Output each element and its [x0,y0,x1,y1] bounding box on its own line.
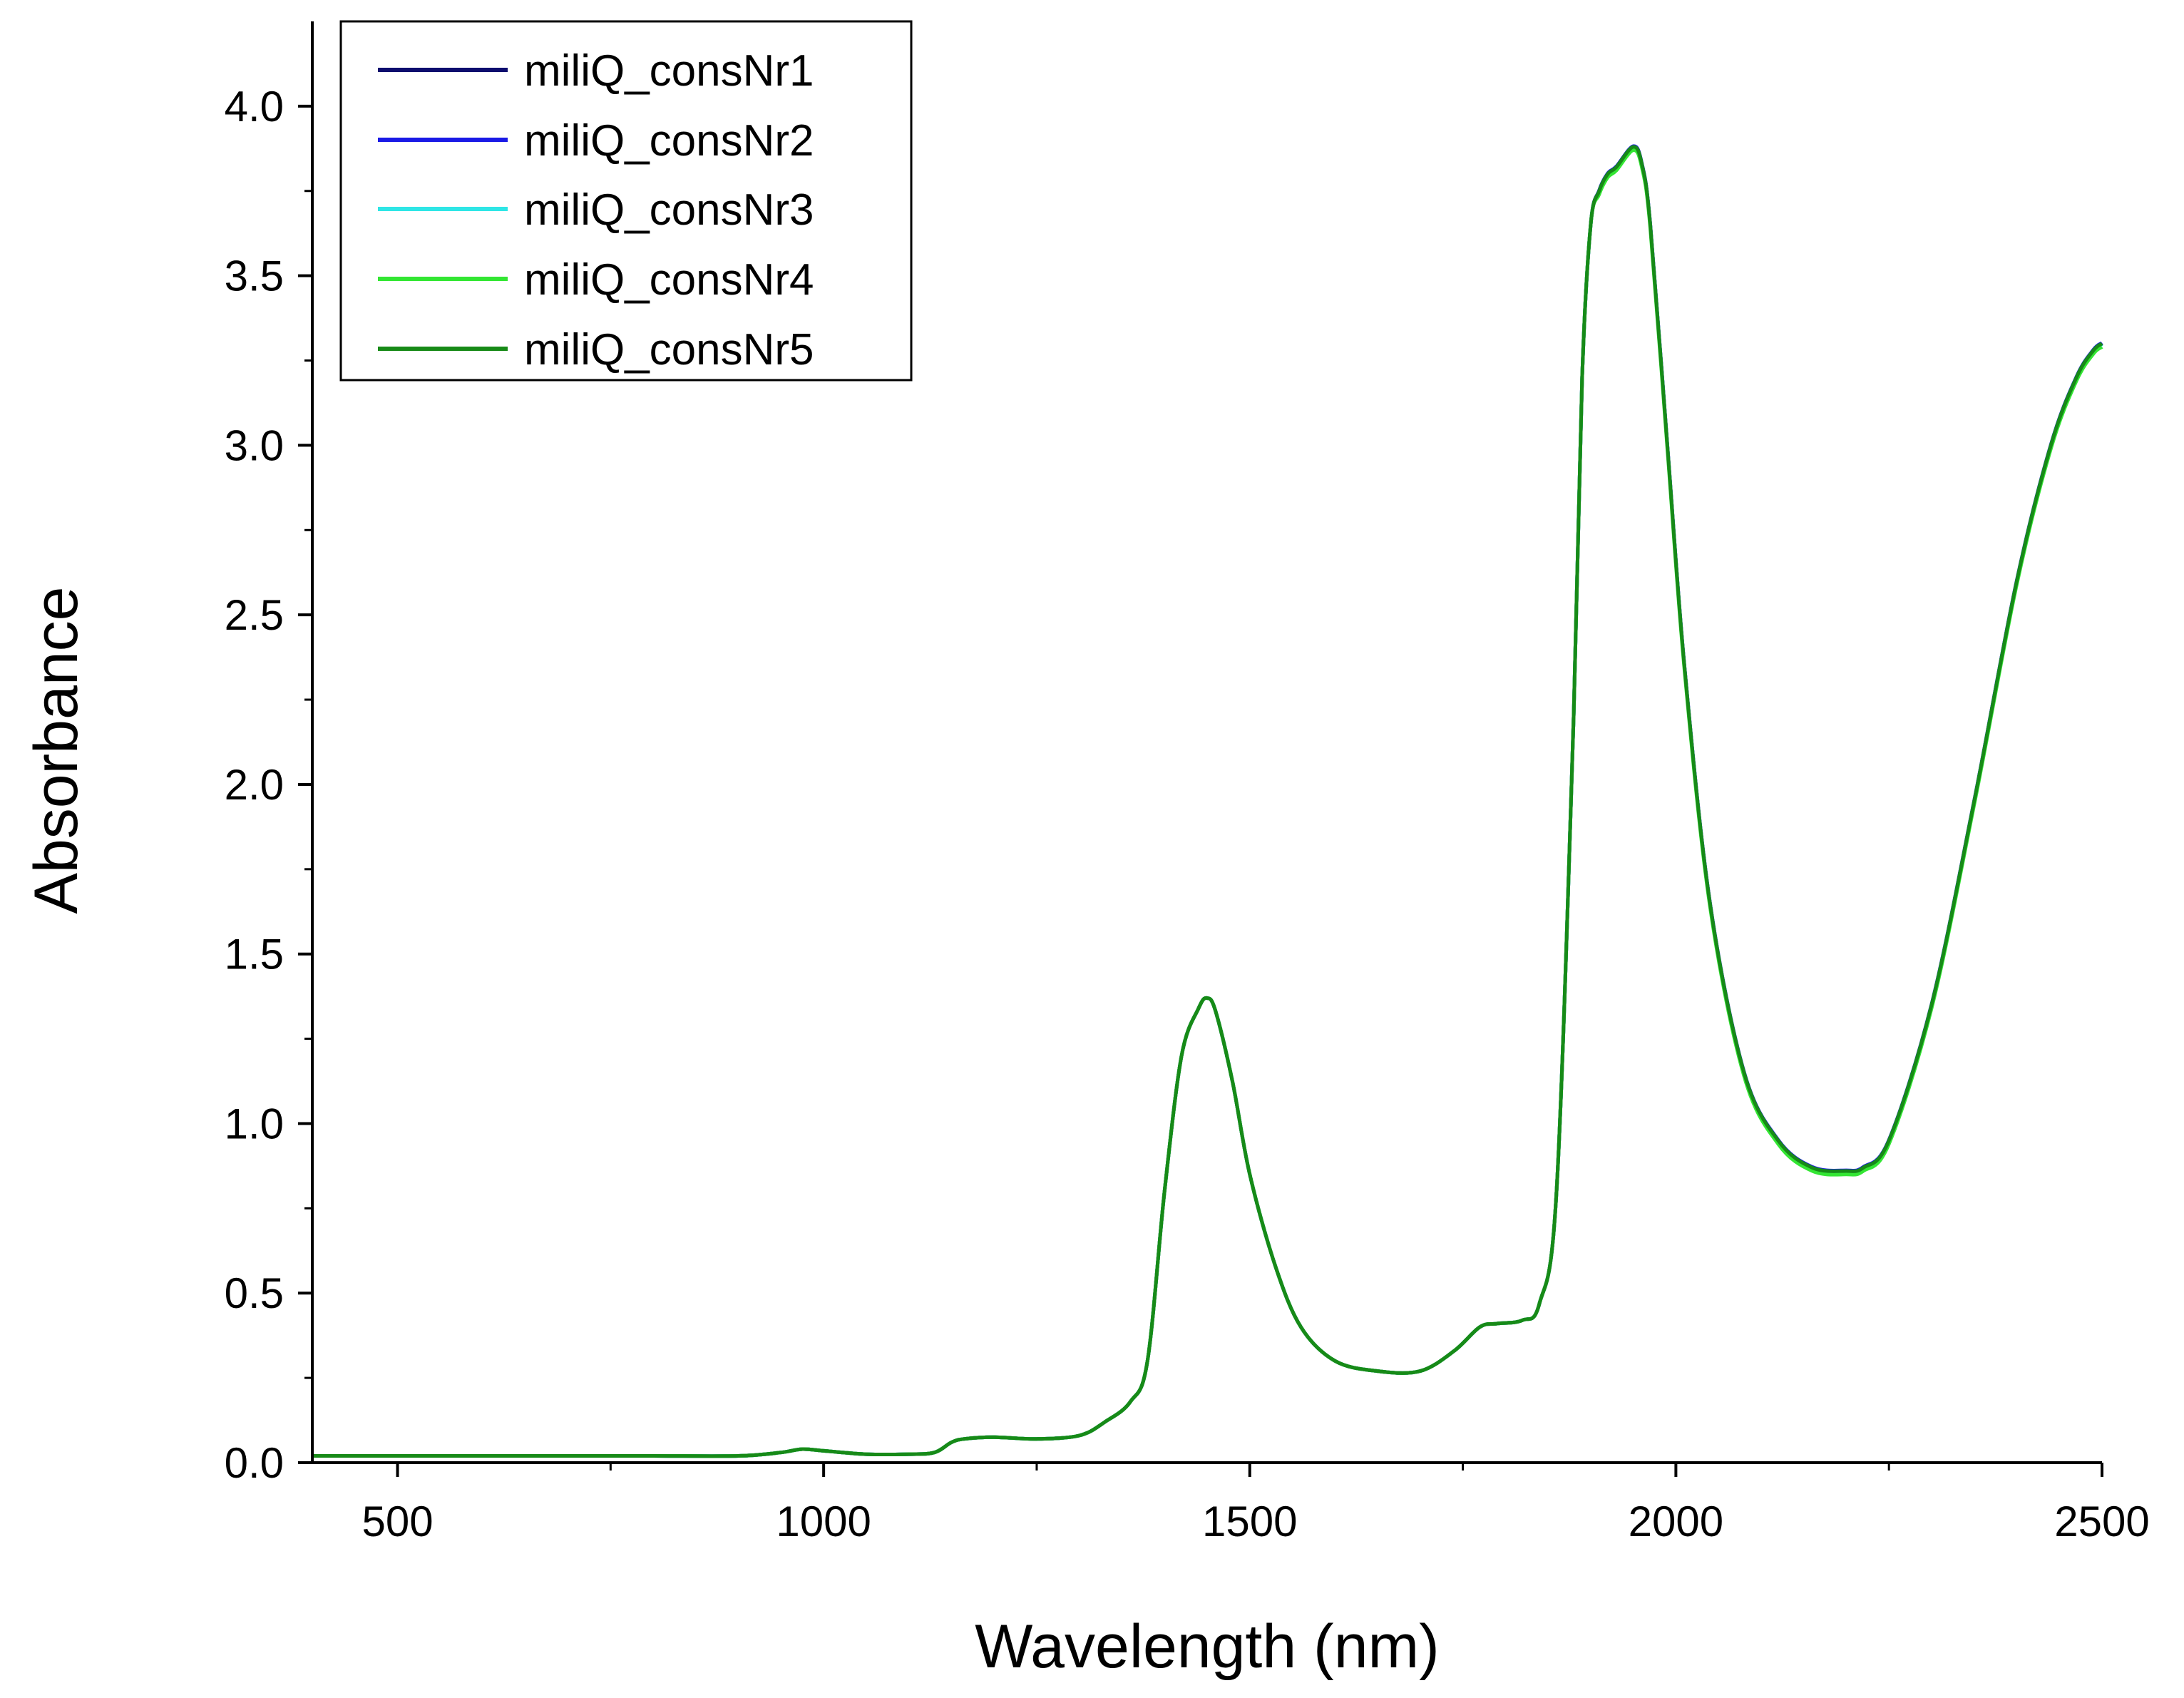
y-tick-label: 3.0 [225,421,284,469]
y-tick-label: 2.5 [225,591,284,639]
legend-label-2: miliQ_consNr2 [524,116,814,165]
y-tick-label: 3.5 [225,252,284,300]
legend-item: miliQ_consNr2 [378,116,814,165]
series-layer [312,144,2103,1458]
x-tick-label: 2000 [1629,1498,1723,1545]
x-tick-label: 1000 [776,1498,871,1545]
y-tick-label: 2.0 [225,761,284,809]
y-tick-label: 0.0 [225,1439,284,1487]
legend-item: miliQ_consNr4 [378,255,814,305]
y-tick-label: 0.5 [225,1269,284,1317]
y-tick-label: 1.0 [225,1100,284,1147]
legend-box [339,20,913,382]
legend-label-1: miliQ_consNr1 [524,46,814,96]
x-axis-title: Wavelength (nm) [975,1612,1440,1681]
legend-label-5: miliQ_consNr5 [524,325,814,374]
y-tick-label: 1.5 [225,931,284,978]
legend-item: miliQ_consNr1 [378,46,814,96]
x-tick-label: 2500 [2054,1498,2149,1545]
y-axis-title: Absorbance [22,587,91,914]
legend-item: miliQ_consNr5 [378,325,814,374]
legend: miliQ_consNr1 miliQ_consNr2 miliQ_consNr… [339,20,913,382]
axes-layer: 0.0 0.5 1.0 1.5 2.0 2.5 3.0 3.5 4.0 500 1000 1500 20… [225,21,2150,1545]
y-tick-label: 4.0 [225,83,284,131]
legend-label-4: miliQ_consNr4 [524,255,814,305]
series-line-5 [312,145,2103,1458]
x-tick-label: 500 [362,1498,433,1545]
legend-label-3: miliQ_consNr3 [524,185,814,235]
x-tick-label: 1500 [1202,1498,1297,1545]
legend-item: miliQ_consNr3 [378,185,814,235]
